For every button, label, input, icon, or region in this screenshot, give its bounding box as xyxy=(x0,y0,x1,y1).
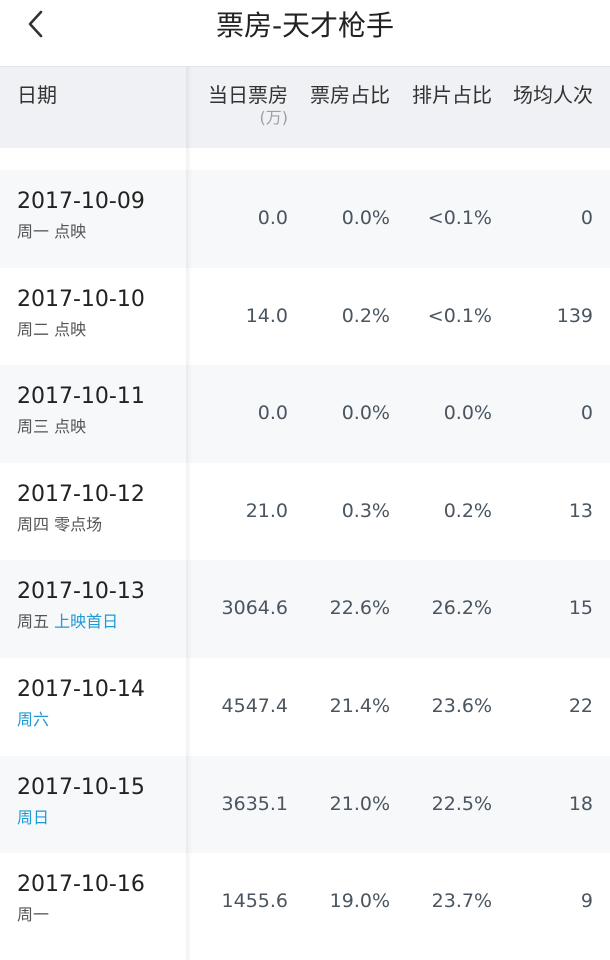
row-weekday: 周一 xyxy=(17,222,50,241)
table-row[interactable]: 2017-10-09 周一 点映 0.0 0.0% <0.1% 0 xyxy=(0,170,610,268)
cell-box-office: 4547.4 xyxy=(221,695,288,717)
row-date: 2017-10-09 xyxy=(17,189,145,214)
chevron-left-icon[interactable] xyxy=(22,9,52,39)
cell-box-share: 0.0% xyxy=(341,402,390,425)
cell-box-share: 19.0% xyxy=(329,890,390,913)
row-day-info: 周一 xyxy=(17,905,49,925)
row-weekday: 周五 xyxy=(17,612,50,632)
cell-avg-attendance: 0 xyxy=(580,402,593,425)
header-date[interactable]: 日期 xyxy=(17,83,57,107)
row-date: 2017-10-12 xyxy=(17,481,145,507)
row-tag: 点映 xyxy=(54,417,87,437)
cell-avg-attendance: 139 xyxy=(556,304,593,327)
table-row[interactable]: 2017-10-11 周三 点映 0.0 0.0% 0.0% 0 xyxy=(0,365,610,463)
row-day-info: 周三 点映 xyxy=(17,417,86,437)
cell-box-office: 0.0 xyxy=(257,207,288,229)
cell-avg-attendance: 15 xyxy=(568,597,593,620)
cell-screen-share: 26.2% xyxy=(431,597,492,620)
page-title: 票房-天才枪手 xyxy=(215,9,395,42)
cell-screen-share: 0.0% xyxy=(443,402,492,425)
row-date: 2017-10-10 xyxy=(17,286,145,312)
cell-avg-attendance: 9 xyxy=(580,890,593,913)
table-row[interactable]: 2017-10-16 周一 1455.6 19.0% 23.7% 9 xyxy=(0,853,610,951)
cell-avg-attendance: 22 xyxy=(568,695,593,717)
cell-screen-share: <0.1% xyxy=(427,304,492,327)
cell-box-office: 3635.1 xyxy=(221,792,288,815)
table-row[interactable]: 2017-10-14 周六 4547.4 21.4% 23.6% 22 xyxy=(0,658,610,756)
header-box-office-share[interactable]: 票房占比 xyxy=(310,83,390,107)
cell-box-office: 0.0 xyxy=(257,402,288,425)
cell-box-office: 14.0 xyxy=(245,304,288,327)
header-screening-share[interactable]: 排片占比 xyxy=(412,83,492,107)
row-date: 2017-10-13 xyxy=(17,579,145,605)
row-day-info: 周二 点映 xyxy=(17,320,86,340)
header-avg-attendance[interactable]: 场均人次 xyxy=(513,83,593,107)
cell-avg-attendance: 18 xyxy=(568,792,593,815)
table-row[interactable]: 2017-10-13 周五 上映首日 3064.6 22.6% 26.2% 15 xyxy=(0,560,610,658)
row-weekday: 周四 xyxy=(17,514,50,534)
row-day-info: 周四 零点场 xyxy=(17,515,102,535)
cell-box-share: 0.0% xyxy=(341,207,390,229)
cell-box-office: 3064.6 xyxy=(221,597,288,620)
row-day-info: 周日 xyxy=(17,808,49,828)
header-daily-box-office[interactable]: 当日票房 xyxy=(208,83,288,107)
cell-box-share: 21.4% xyxy=(329,695,390,717)
cell-screen-share: 0.2% xyxy=(443,499,492,522)
row-tag: 上映首日 xyxy=(54,612,119,632)
row-weekday: 周二 xyxy=(17,319,50,339)
row-weekday: 周三 xyxy=(17,417,50,437)
row-weekday: 周一 xyxy=(17,905,50,925)
row-tag: 点映 xyxy=(54,222,87,241)
row-date: 2017-10-15 xyxy=(17,774,145,800)
row-date: 2017-10-14 xyxy=(17,677,145,702)
cell-avg-attendance: 0 xyxy=(580,207,593,229)
table-row[interactable]: 2017-10-12 周四 零点场 21.0 0.3% 0.2% 13 xyxy=(0,462,610,561)
cell-box-share: 0.2% xyxy=(341,304,390,327)
row-weekday: 周六 xyxy=(17,710,50,729)
cell-screen-share: <0.1% xyxy=(427,207,492,229)
cell-screen-share: 23.6% xyxy=(431,695,492,717)
row-tag: 点映 xyxy=(54,319,87,339)
row-tag: 零点场 xyxy=(54,514,103,534)
cell-screen-share: 23.7% xyxy=(431,890,492,913)
row-weekday: 周日 xyxy=(17,807,50,827)
table-spacer xyxy=(0,148,610,170)
row-day-info: 周一 点映 xyxy=(17,222,86,242)
frozen-column-divider xyxy=(186,67,192,960)
cell-screen-share: 22.5% xyxy=(431,792,492,815)
header-unit: (万) xyxy=(259,108,289,127)
cell-box-office: 21.0 xyxy=(245,499,288,522)
cell-box-share: 22.6% xyxy=(329,597,390,620)
nav-bar: 票房-天才枪手 xyxy=(0,0,610,67)
cell-box-share: 21.0% xyxy=(329,792,390,815)
row-day-info: 周五 上映首日 xyxy=(17,612,118,632)
row-day-info: 周六 xyxy=(17,710,49,730)
table-row[interactable]: 2017-10-15 周日 3635.1 21.0% 22.5% 18 xyxy=(0,755,610,854)
row-date: 2017-10-16 xyxy=(17,872,145,898)
cell-box-office: 1455.6 xyxy=(221,890,288,913)
table-header: 日期 当日票房 (万) 票房占比 排片占比 场均人次 xyxy=(0,67,610,148)
cell-box-share: 0.3% xyxy=(341,499,390,522)
table-row[interactable]: 2017-10-10 周二 点映 14.0 0.2% <0.1% 139 xyxy=(0,267,610,366)
row-date: 2017-10-11 xyxy=(17,384,145,410)
cell-avg-attendance: 13 xyxy=(568,499,593,522)
